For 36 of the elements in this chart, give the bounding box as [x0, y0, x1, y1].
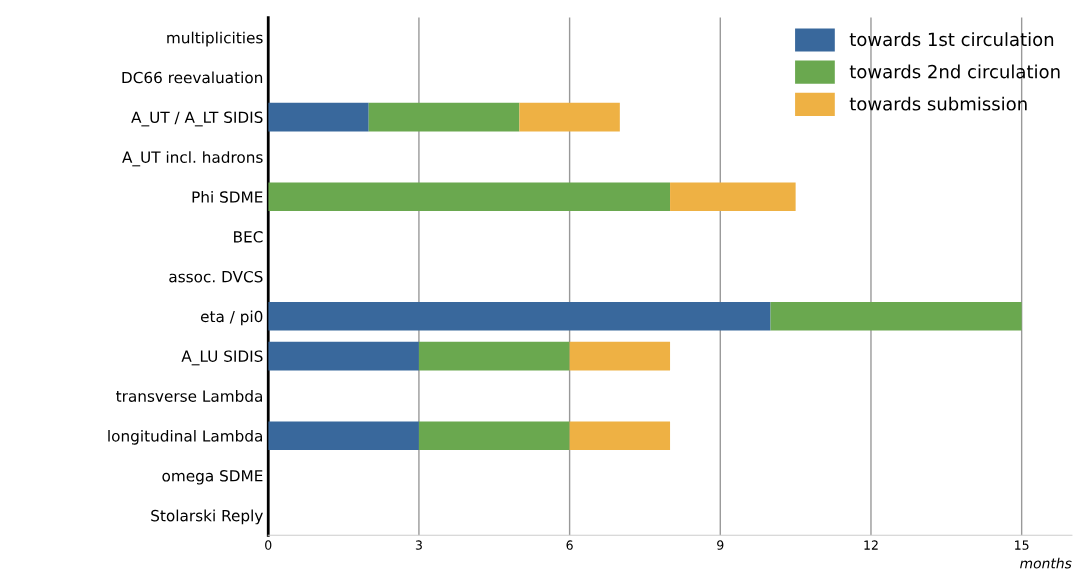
bar [418, 341, 570, 371]
y-tick-label: omega SDME [162, 470, 263, 485]
bar [268, 182, 671, 212]
y-tick-label: BEC [234, 231, 263, 243]
x-tick-label: 0 [265, 540, 272, 550]
x-tick-label: 9 [717, 540, 724, 550]
y-tick-label: Phi SDME [192, 190, 263, 203]
y-tick-label: DC66 reevaluation [122, 71, 263, 84]
x-tick-label: 15 [1015, 540, 1029, 550]
x-tick-label: 6 [566, 540, 573, 550]
bar [770, 301, 1022, 331]
y-tick-label: Stolarski Reply [151, 509, 263, 525]
y-tick-label: assoc. DVCS [169, 270, 263, 283]
bar [519, 102, 620, 132]
y-tick-label: A_UT / A_LT SIDIS [131, 111, 263, 127]
bar [268, 301, 771, 331]
y-tick-label: eta / pi0 [200, 310, 263, 326]
bar [569, 421, 671, 451]
bar [569, 341, 671, 371]
x-axis-title: months [1020, 557, 1072, 569]
bar [368, 102, 520, 132]
bar [418, 421, 570, 451]
bar [268, 341, 419, 371]
y-tick-label: longitudinal Lambda [108, 429, 262, 445]
y-tick-label: multiplicities [167, 31, 263, 47]
bar [268, 421, 419, 451]
x-tick-label: 12 [864, 540, 878, 550]
y-tick-label: A_LU SIDIS [181, 350, 263, 366]
x-tick-label: 3 [415, 540, 422, 550]
y-tick-label: transverse Lambda [116, 390, 262, 402]
legend-label: towards 2nd circulation [849, 64, 1060, 79]
legend-label: towards 1st circulation [849, 32, 1054, 47]
legend-label: towards submission [849, 96, 1027, 111]
y-tick-label: A_UT incl. hadrons [122, 151, 263, 167]
bar [268, 102, 369, 132]
bar [670, 182, 796, 212]
